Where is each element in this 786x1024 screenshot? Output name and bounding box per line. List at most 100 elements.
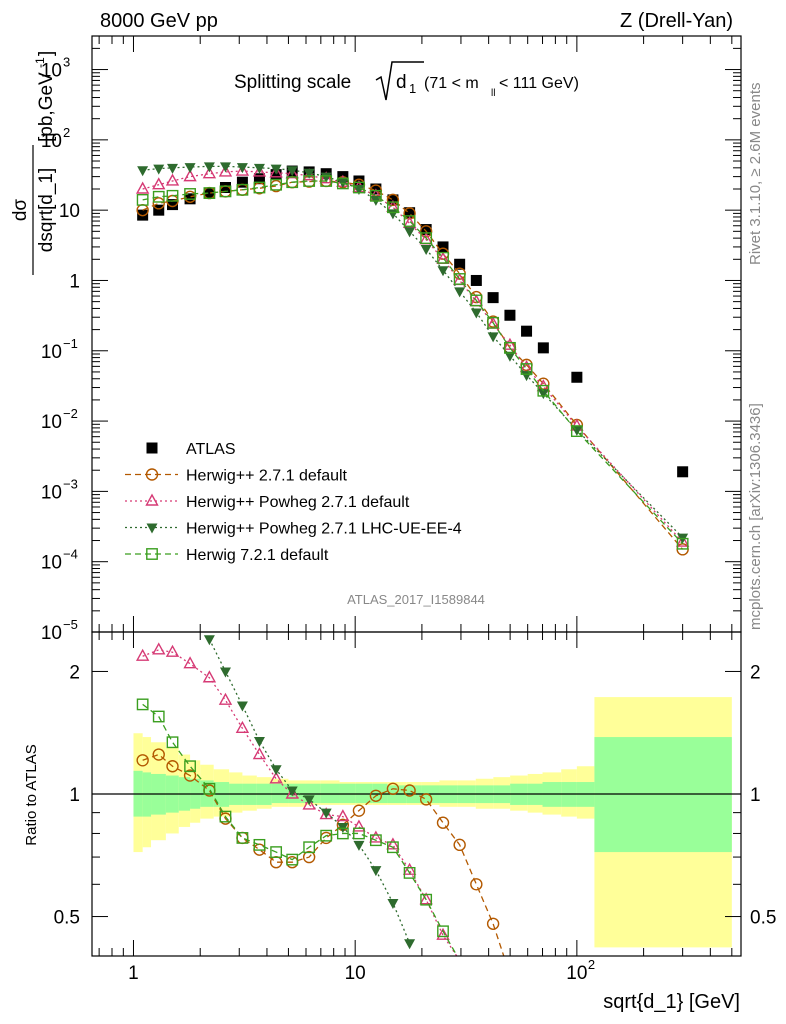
x-tick-label: 10 bbox=[566, 963, 587, 984]
ratio-line bbox=[142, 703, 458, 956]
data-point bbox=[353, 184, 365, 195]
data-point bbox=[286, 166, 298, 177]
ratio-point bbox=[387, 841, 399, 854]
data-point bbox=[487, 292, 499, 304]
data-point bbox=[219, 185, 232, 198]
y-tick-label: 10 2 bbox=[41, 125, 70, 152]
y-tick-label: 10 −2 bbox=[41, 406, 78, 433]
ratio-y-tick-label-left: 1 bbox=[69, 785, 80, 806]
ratio-point bbox=[235, 720, 250, 734]
ratio-line bbox=[142, 753, 505, 956]
data-point bbox=[253, 181, 266, 194]
data-point bbox=[403, 207, 416, 220]
data-point bbox=[537, 384, 550, 397]
y-label-unit-sup: -1 bbox=[33, 57, 47, 68]
ratio-point bbox=[303, 841, 316, 854]
data-point bbox=[236, 183, 249, 196]
data-point bbox=[203, 162, 215, 173]
data-point bbox=[437, 241, 449, 253]
ratio-point bbox=[404, 939, 416, 950]
legend-label: Herwig++ Powheg 2.7.1 LHC-UE-EE-4 bbox=[186, 521, 462, 538]
data-point bbox=[203, 187, 215, 199]
data-point bbox=[676, 537, 689, 550]
data-point bbox=[675, 534, 690, 547]
y-tick-label: 10 −4 bbox=[41, 547, 78, 574]
data-point bbox=[153, 204, 165, 216]
ratio-point bbox=[403, 867, 416, 879]
legend-item: Herwig++ 2.7.1 default bbox=[125, 468, 348, 485]
y-tick-label-base: 10 bbox=[41, 623, 62, 644]
ratio-point bbox=[203, 782, 216, 795]
data-point bbox=[270, 169, 282, 181]
data-point bbox=[286, 176, 299, 189]
series-line bbox=[142, 170, 684, 543]
data-point bbox=[504, 341, 516, 354]
data-point bbox=[453, 273, 466, 285]
data-point bbox=[183, 169, 197, 182]
legend-label: ATLAS bbox=[186, 441, 236, 458]
title-symbol-sub: 1 bbox=[409, 81, 416, 96]
data-point bbox=[454, 287, 466, 298]
series-3 bbox=[137, 162, 689, 544]
legend-marker bbox=[145, 468, 159, 481]
ratio-y-tick-label-right: 1 bbox=[750, 785, 761, 806]
x-tick-label-exp: 2 bbox=[588, 957, 595, 972]
ratio-point bbox=[286, 786, 298, 797]
analysis-watermark: ATLAS_2017_I1589844 bbox=[347, 592, 485, 607]
data-point bbox=[167, 163, 179, 174]
ratio-point bbox=[270, 846, 283, 858]
data-point bbox=[420, 232, 433, 245]
y-tick-label-exp: 3 bbox=[63, 55, 70, 70]
ratio-point bbox=[236, 832, 249, 844]
data-point bbox=[320, 175, 333, 187]
ratio-y-tick-label-right: 2 bbox=[750, 662, 761, 683]
data-point bbox=[184, 163, 196, 174]
ratio-point bbox=[253, 838, 266, 851]
y-tick-label-base: 10 bbox=[41, 61, 62, 82]
ratio-point bbox=[403, 784, 416, 797]
data-point bbox=[503, 337, 517, 350]
data-point bbox=[403, 215, 416, 227]
ratio-point bbox=[387, 898, 399, 909]
ratio-point bbox=[269, 771, 283, 784]
series-4 bbox=[136, 175, 689, 550]
data-point bbox=[487, 332, 499, 343]
data-point bbox=[218, 164, 233, 177]
y-label-numerator: dσ bbox=[10, 199, 31, 222]
ratio-point bbox=[420, 893, 433, 906]
ratio-point bbox=[352, 819, 366, 832]
data-point bbox=[203, 187, 216, 199]
data-point bbox=[285, 166, 299, 179]
ratio-point bbox=[302, 797, 316, 810]
data-point bbox=[236, 163, 248, 174]
data-point bbox=[252, 164, 267, 177]
title-range-sub: ll bbox=[491, 88, 495, 99]
data-point bbox=[167, 199, 179, 211]
legend-marker bbox=[146, 548, 158, 560]
y-tick-label-base: 10 bbox=[41, 131, 62, 152]
ratio-point bbox=[352, 804, 366, 817]
y-tick-label-base: 1 bbox=[69, 271, 80, 292]
y-tick-label-base: 10 bbox=[41, 482, 62, 503]
y-tick-label-exp: 2 bbox=[63, 125, 70, 140]
legend-marker bbox=[146, 523, 158, 534]
uncertainty-band-inner bbox=[355, 783, 373, 804]
ratio-series-3 bbox=[136, 698, 458, 956]
title-prefix: Splitting scale bbox=[234, 72, 351, 93]
ratio-y-tick-label-right: 0.5 bbox=[750, 908, 776, 929]
ratio-y-tick-label-left: 0.5 bbox=[54, 908, 80, 929]
data-point bbox=[454, 258, 466, 270]
ratio-point bbox=[436, 816, 450, 829]
y-tick-label-exp: −4 bbox=[63, 547, 78, 562]
data-point bbox=[219, 182, 231, 194]
uncertainty-band-inner bbox=[339, 783, 356, 804]
ratio-point bbox=[183, 769, 197, 782]
data-point bbox=[235, 163, 250, 176]
y-tick-label: 10 −1 bbox=[41, 336, 78, 363]
ratio-point bbox=[369, 789, 383, 802]
data-point bbox=[353, 181, 365, 194]
y-tick-label: 1 bbox=[69, 271, 80, 292]
ratio-point bbox=[152, 748, 165, 761]
